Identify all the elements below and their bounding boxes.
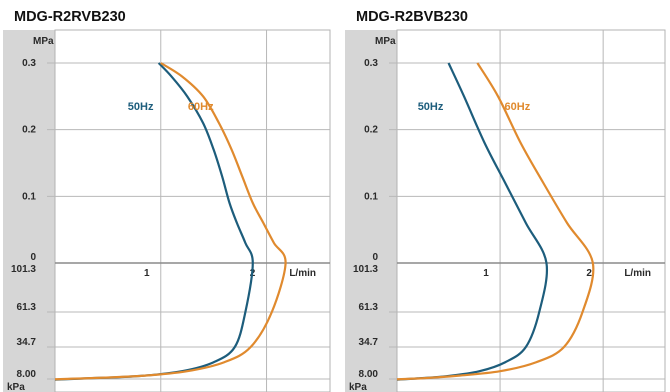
- x-axis-unit: L/min: [289, 268, 316, 279]
- y-tick-label-pressure: 0.2: [364, 125, 378, 136]
- y-tick-label-vacuum: 101.3: [353, 264, 378, 275]
- y-tick-label-pressure: 0.1: [364, 191, 378, 202]
- y-axis-unit-bottom: kPa: [349, 382, 367, 392]
- series-line-60hz: [396, 62, 595, 381]
- plot-frame: [396, 29, 666, 392]
- y-tick-label-pressure: 0.3: [22, 58, 36, 69]
- x-tick-label: 1: [144, 268, 150, 279]
- series-label-50hz: 50Hz: [128, 101, 154, 113]
- y-tick-label-pressure: 0.2: [22, 125, 36, 136]
- series-label-60hz: 60Hz: [188, 101, 214, 113]
- series-label-50hz: 50Hz: [418, 101, 444, 113]
- chart-title-right: MDG-R2BVB230: [356, 9, 468, 25]
- y-tick-label-pressure: 0: [30, 252, 36, 263]
- chart-title-left: MDG-R2RVB230: [14, 9, 126, 25]
- y-tick-label-pressure: 0.3: [364, 58, 378, 69]
- y-tick-label-vacuum: 34.7: [17, 337, 37, 348]
- y-tick-label-vacuum: 8.00: [17, 369, 37, 380]
- y-tick-label-vacuum: 101.3: [11, 264, 36, 275]
- series-line-60hz: [54, 62, 287, 381]
- y-axis-band: [345, 30, 397, 392]
- series-line-50hz: [54, 62, 254, 381]
- y-axis-unit-top: MPa: [33, 36, 54, 47]
- y-tick-label-pressure: 0: [372, 252, 378, 263]
- y-tick-label-vacuum: 34.7: [359, 337, 379, 348]
- x-axis-unit: L/min: [624, 268, 651, 279]
- x-tick-label: 1: [483, 268, 489, 279]
- y-axis-band: [3, 30, 55, 392]
- y-tick-label-vacuum: 61.3: [17, 302, 37, 313]
- y-tick-label-vacuum: 61.3: [359, 302, 379, 313]
- y-tick-label-vacuum: 8.00: [359, 369, 379, 380]
- y-axis-unit-bottom: kPa: [7, 382, 25, 392]
- plot-frame: [54, 29, 331, 392]
- series-label-60hz: 60Hz: [505, 101, 531, 113]
- y-axis-unit-top: MPa: [375, 36, 396, 47]
- y-tick-label-pressure: 0.1: [22, 191, 36, 202]
- x-tick-label: 2: [586, 268, 592, 279]
